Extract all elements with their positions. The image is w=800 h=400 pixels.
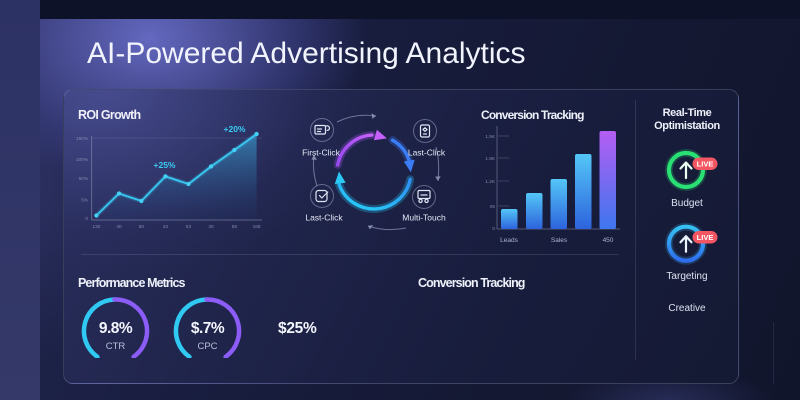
svg-text:1.5K: 1.5K	[485, 134, 496, 139]
svg-text:9.8%: 9.8%	[99, 320, 133, 337]
svg-text:06: 06	[490, 204, 496, 209]
svg-text:1.2K: 1.2K	[485, 179, 496, 184]
svg-text:168: 168	[253, 224, 261, 229]
svg-text:$.7%: $.7%	[191, 320, 225, 337]
svg-text:0: 0	[85, 216, 88, 221]
svg-text:Multi-Touch: Multi-Touch	[402, 213, 446, 223]
svg-text:40: 40	[116, 224, 122, 229]
svg-text:Last-Click: Last-Click	[408, 148, 446, 158]
svg-text:LIVE: LIVE	[697, 233, 714, 242]
svg-text:LIVE: LIVE	[697, 160, 714, 169]
svg-text:450: 450	[603, 237, 614, 244]
svg-text:5%: 5%	[81, 198, 88, 203]
svg-text:50%: 50%	[79, 176, 88, 181]
svg-text:0: 0	[492, 226, 495, 231]
svg-text:+25%: +25%	[154, 160, 176, 170]
svg-text:Last-Click: Last-Click	[305, 213, 343, 223]
svg-text:CPC: CPC	[197, 341, 217, 352]
svg-text:130: 130	[92, 224, 100, 229]
svg-text:First-Click: First-Click	[302, 148, 341, 158]
svg-text:43: 43	[163, 224, 169, 229]
svg-text:1.8K: 1.8K	[485, 156, 496, 161]
svg-text:150%: 150%	[76, 136, 88, 141]
svg-text:100%: 100%	[76, 157, 88, 162]
svg-text:58: 58	[232, 224, 238, 229]
svg-text:Leads: Leads	[500, 237, 518, 244]
svg-text:30: 30	[208, 224, 214, 229]
svg-text:CTR: CTR	[106, 341, 126, 352]
svg-text:Sales: Sales	[551, 237, 568, 244]
svg-text:63: 63	[186, 224, 192, 229]
svg-text:+20%: +20%	[224, 124, 246, 134]
svg-text:50: 50	[139, 224, 145, 229]
